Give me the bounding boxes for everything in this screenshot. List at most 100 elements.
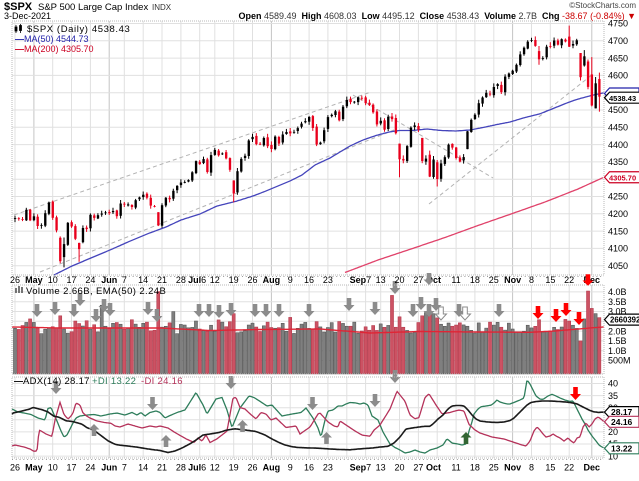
svg-text:Oct: Oct: [426, 463, 441, 473]
svg-text:18: 18: [470, 275, 480, 285]
svg-text:2660392448: 2660392448: [610, 316, 639, 325]
svg-text:40: 40: [608, 379, 618, 389]
svg-text:18: 18: [470, 463, 480, 473]
svg-text:17: 17: [67, 275, 77, 285]
svg-text:20: 20: [608, 427, 618, 437]
svg-text:MA(200) 4305.70: MA(200) 4305.70: [24, 44, 94, 54]
svg-text:4400: 4400: [608, 140, 628, 150]
svg-text:©StockCharts.com: ©StockCharts.com: [569, 1, 636, 10]
svg-text:—: —: [15, 44, 24, 54]
svg-text:ADX(14) 28.17: ADX(14) 28.17: [23, 376, 90, 387]
svg-text:4500: 4500: [608, 105, 628, 115]
svg-text:Aug: Aug: [263, 275, 281, 285]
svg-text:28: 28: [176, 463, 186, 473]
svg-text:Jun: Jun: [101, 463, 117, 473]
svg-text:INDX: INDX: [152, 3, 172, 12]
svg-text:22: 22: [564, 463, 574, 473]
svg-text:-DI 24.16: -DI 24.16: [141, 376, 183, 387]
svg-text:25: 25: [489, 463, 499, 473]
svg-text:2.0B: 2.0B: [608, 326, 627, 336]
svg-text:24: 24: [85, 463, 95, 473]
svg-text:28: 28: [176, 275, 186, 285]
svg-text:21: 21: [157, 275, 167, 285]
svg-text:Dec: Dec: [584, 463, 601, 473]
svg-text:11: 11: [451, 275, 460, 285]
svg-text:12: 12: [210, 463, 220, 473]
svg-text:4.0B: 4.0B: [608, 287, 627, 297]
svg-text:Jun: Jun: [101, 275, 117, 285]
svg-text:1.5B: 1.5B: [608, 336, 627, 346]
svg-text:14: 14: [138, 463, 148, 473]
svg-text:4750: 4750: [608, 19, 628, 29]
svg-text:9: 9: [288, 275, 293, 285]
svg-text:8: 8: [529, 463, 534, 473]
svg-text:+DI 13.22: +DI 13.22: [92, 376, 136, 387]
svg-text:35: 35: [608, 391, 618, 401]
svg-text:14: 14: [138, 275, 148, 285]
svg-text:12: 12: [210, 275, 220, 285]
svg-text:20: 20: [395, 463, 405, 473]
svg-text:S&P 500 Large Cap Index: S&P 500 Large Cap Index: [38, 2, 148, 13]
svg-text:9: 9: [288, 463, 293, 473]
svg-text:15: 15: [545, 275, 555, 285]
svg-text:17: 17: [67, 463, 77, 473]
svg-text:26: 26: [10, 275, 20, 285]
svg-text:13: 13: [376, 463, 386, 473]
svg-text:22: 22: [564, 275, 574, 285]
svg-text:7: 7: [122, 463, 127, 473]
svg-text:—: —: [14, 376, 23, 386]
svg-text:4250: 4250: [608, 192, 628, 202]
svg-text:4100: 4100: [608, 244, 628, 254]
svg-text:24: 24: [85, 275, 95, 285]
svg-text:26: 26: [10, 463, 20, 473]
svg-text:Jul6: Jul6: [188, 275, 206, 285]
svg-text:13: 13: [376, 275, 386, 285]
svg-text:4538.43: 4538.43: [609, 94, 636, 103]
svg-text:4450: 4450: [608, 123, 628, 133]
svg-text:MA(50) 4544.73: MA(50) 4544.73: [24, 34, 89, 44]
svg-text:15: 15: [545, 463, 555, 473]
svg-text:16: 16: [304, 463, 314, 473]
svg-text:16: 16: [304, 275, 314, 285]
svg-text:Nov: Nov: [504, 275, 521, 285]
svg-text:3.5B: 3.5B: [608, 297, 627, 307]
svg-text:Aug: Aug: [263, 463, 281, 473]
svg-text:May: May: [25, 463, 43, 473]
svg-text:4200: 4200: [608, 209, 628, 219]
svg-text:Open 4589.49 High 4608.03 Lo: Open 4589.49 High 4608.03 Low 4495.12 Cl…: [238, 11, 636, 21]
svg-text:3-Dec-2021: 3-Dec-2021: [4, 11, 51, 21]
svg-text:26: 26: [248, 463, 258, 473]
svg-text:26: 26: [248, 275, 258, 285]
svg-text:4600: 4600: [608, 71, 628, 81]
svg-text:Nov: Nov: [504, 463, 521, 473]
svg-text:—: —: [15, 34, 24, 44]
svg-text:27: 27: [413, 463, 423, 473]
svg-text:4650: 4650: [608, 53, 628, 63]
svg-text:1.0B: 1.0B: [608, 346, 627, 356]
svg-text:4305.70: 4305.70: [609, 173, 636, 182]
svg-text:19: 19: [229, 275, 239, 285]
svg-text:19: 19: [229, 463, 239, 473]
svg-text:Sep7: Sep7: [350, 463, 372, 473]
svg-text:11: 11: [451, 463, 460, 473]
svg-text:21: 21: [157, 463, 167, 473]
svg-text:4350: 4350: [608, 157, 628, 167]
svg-text:8: 8: [529, 275, 534, 285]
svg-text:10: 10: [48, 463, 58, 473]
svg-text:7: 7: [122, 275, 127, 285]
svg-text:4150: 4150: [608, 226, 628, 236]
svg-text:Volume 2.66B, EMA(50) 2.24B: Volume 2.66B, EMA(50) 2.24B: [26, 286, 166, 297]
svg-text:500M: 500M: [608, 356, 631, 366]
svg-text:Jul6: Jul6: [188, 463, 206, 473]
svg-text:10: 10: [48, 275, 58, 285]
svg-text:May: May: [25, 275, 43, 285]
svg-text:27: 27: [413, 275, 423, 285]
svg-text:20: 20: [395, 275, 405, 285]
svg-text:4050: 4050: [608, 261, 628, 271]
svg-text:Sep7: Sep7: [350, 275, 372, 285]
svg-text:23: 23: [323, 275, 333, 285]
svg-text:23: 23: [323, 463, 333, 473]
svg-text:28.17: 28.17: [611, 407, 633, 417]
svg-text:25: 25: [489, 275, 499, 285]
svg-text:13.22: 13.22: [611, 443, 633, 453]
